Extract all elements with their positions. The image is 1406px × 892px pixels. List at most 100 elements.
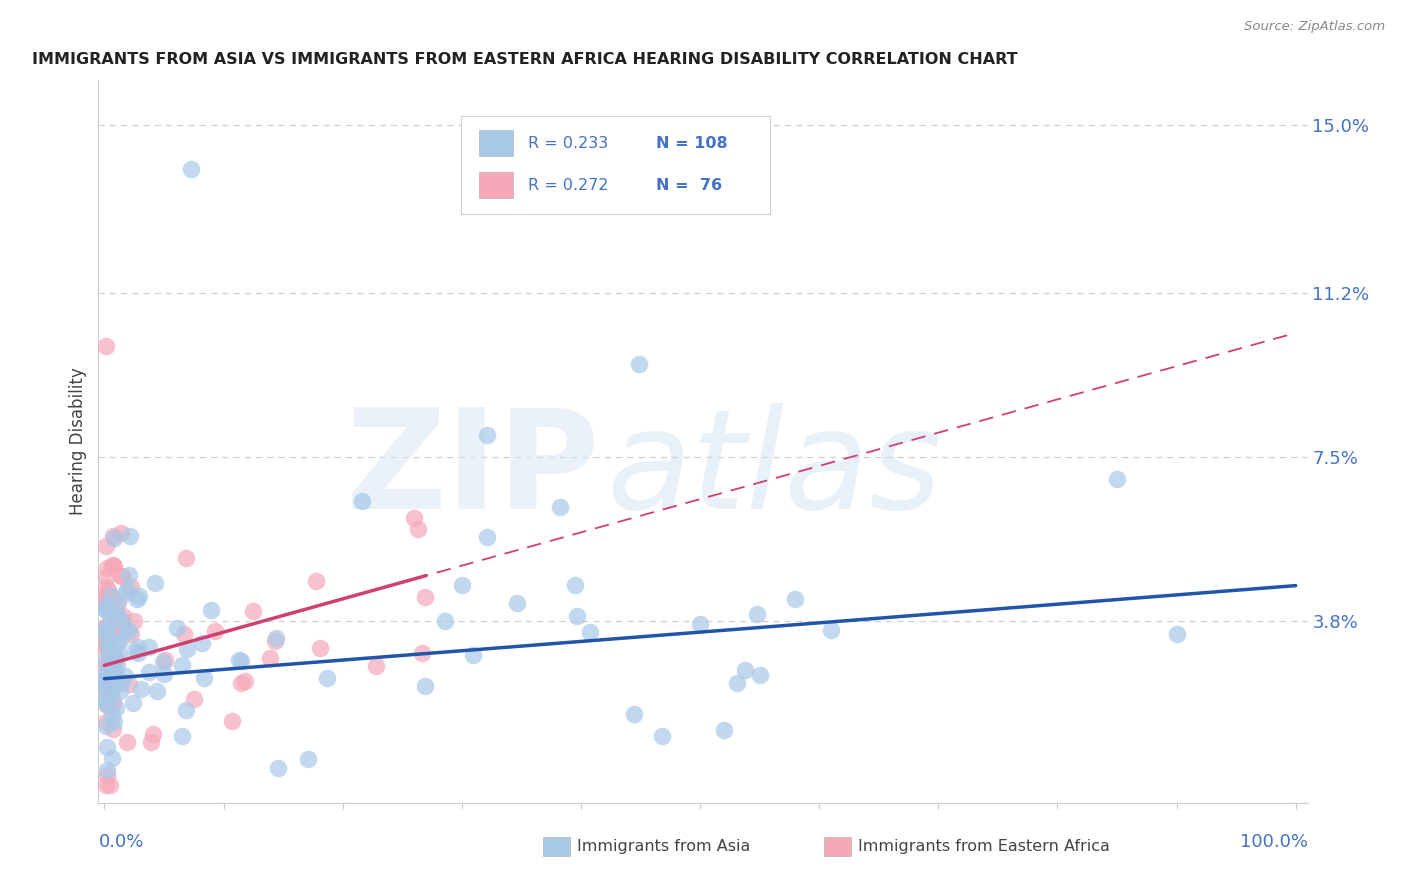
Point <box>103 722 125 736</box>
Point <box>98 598 121 612</box>
Point <box>748 668 770 682</box>
Point <box>117 735 139 749</box>
Text: atlas: atlas <box>606 403 942 538</box>
Text: R = 0.233: R = 0.233 <box>527 136 607 151</box>
Point <box>259 651 281 665</box>
Point <box>105 613 128 627</box>
Point <box>745 607 768 621</box>
Point <box>506 596 529 610</box>
Point <box>94 719 117 733</box>
Point <box>103 529 125 543</box>
Point <box>233 673 256 688</box>
Text: N = 108: N = 108 <box>655 136 727 151</box>
Point <box>176 641 198 656</box>
Point <box>548 500 571 514</box>
Point <box>350 494 373 508</box>
Point <box>103 558 125 573</box>
Point <box>94 684 117 698</box>
Point <box>104 665 127 679</box>
Point <box>650 729 672 743</box>
Point <box>122 696 145 710</box>
Point <box>564 578 586 592</box>
Point <box>97 657 120 671</box>
Point <box>96 698 118 712</box>
Point <box>475 428 498 442</box>
Point <box>96 740 118 755</box>
Point <box>94 697 117 711</box>
Point <box>411 646 433 660</box>
Text: N =  76: N = 76 <box>655 178 721 193</box>
Point <box>180 161 202 176</box>
Point <box>112 609 135 624</box>
Point <box>104 654 127 668</box>
Point <box>104 627 127 641</box>
Point <box>451 578 474 592</box>
Point <box>103 531 125 545</box>
Point <box>103 558 125 572</box>
Text: Immigrants from Asia: Immigrants from Asia <box>578 838 751 854</box>
Point <box>110 675 132 690</box>
Point <box>98 651 121 665</box>
Point <box>94 591 117 606</box>
Point <box>94 653 117 667</box>
Point <box>170 658 193 673</box>
Point <box>103 644 125 658</box>
Point <box>785 592 807 607</box>
Point <box>94 599 117 613</box>
Point <box>101 594 124 608</box>
Point <box>94 621 117 635</box>
Point <box>305 574 328 589</box>
Point <box>118 677 141 691</box>
Point <box>97 644 120 658</box>
Point <box>94 778 117 792</box>
Point <box>153 666 176 681</box>
Point <box>98 587 121 601</box>
Point <box>146 684 169 698</box>
Point <box>118 568 141 582</box>
Point <box>120 581 142 595</box>
Point <box>127 640 149 654</box>
Point <box>139 735 162 749</box>
Point <box>115 586 138 600</box>
Point <box>97 663 120 677</box>
Text: Immigrants from Eastern Africa: Immigrants from Eastern Africa <box>858 838 1109 854</box>
Point <box>183 692 205 706</box>
Point <box>105 598 128 612</box>
Text: ZIP: ZIP <box>346 403 600 538</box>
Point <box>110 568 132 582</box>
Point <box>242 604 264 618</box>
Point <box>97 582 120 597</box>
Point <box>96 620 118 634</box>
Point <box>734 663 756 677</box>
Point <box>100 558 122 573</box>
Point <box>103 650 125 665</box>
Point <box>94 539 117 553</box>
Point <box>94 686 117 700</box>
Point <box>107 675 129 690</box>
Point <box>103 652 125 666</box>
Point <box>152 655 174 669</box>
FancyBboxPatch shape <box>461 117 769 214</box>
Point <box>125 592 148 607</box>
Point <box>173 627 195 641</box>
Point <box>110 684 132 698</box>
Point <box>463 648 485 662</box>
Text: IMMIGRANTS FROM ASIA VS IMMIGRANTS FROM EASTERN AFRICA HEARING DISABILITY CORREL: IMMIGRANTS FROM ASIA VS IMMIGRANTS FROM … <box>32 52 1018 67</box>
Point <box>108 633 131 648</box>
Point <box>94 619 117 633</box>
Point <box>101 709 124 723</box>
Point <box>105 650 128 665</box>
Point <box>96 561 118 575</box>
Point <box>96 637 118 651</box>
Point <box>122 614 145 628</box>
Point <box>94 666 117 681</box>
Point <box>297 752 319 766</box>
Point <box>96 668 118 682</box>
Point <box>98 591 121 606</box>
Point <box>94 625 117 640</box>
Y-axis label: Hearing Disability: Hearing Disability <box>69 368 87 516</box>
Bar <box>479 130 513 156</box>
Point <box>138 640 160 655</box>
Point <box>103 693 125 707</box>
Point <box>264 633 287 648</box>
